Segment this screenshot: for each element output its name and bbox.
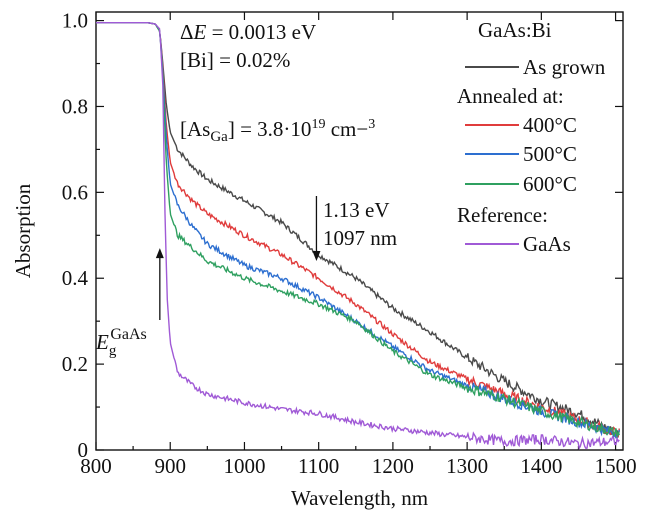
legend-label-3: 500°C <box>523 142 577 166</box>
energy-arrow-head <box>312 251 321 262</box>
legend-label-5: GaAs <box>523 232 571 256</box>
x-tick-label: 1500 <box>595 454 637 478</box>
energy-label: 1.13 eV <box>323 198 390 222</box>
series-line-5 <box>96 22 620 451</box>
legend: GaAs:Bi As grown Annealed at: 400°C 500°C 600… <box>457 18 606 256</box>
x-tick-label: 1400 <box>520 454 562 478</box>
axis-ticks: 800 900 1000 1100 1200 1300 1400 1500 0 0.2 0.4 0.6… <box>62 9 637 478</box>
y-tick-label: 0.8 <box>62 94 88 118</box>
legend-label-1: As grown <box>523 55 606 79</box>
legend-label-4: 600°C <box>523 172 577 196</box>
series-line-1 <box>96 22 620 438</box>
wavelength-label: 1097 nm <box>323 226 397 250</box>
legend-group-reference: Reference: <box>457 203 548 227</box>
gap-arrow-head <box>155 248 164 259</box>
x-tick-label: 900 <box>154 454 186 478</box>
legend-group-annealed: Annealed at: <box>457 84 564 108</box>
delta-e-label: ΔE = 0.0013 eV <box>180 20 316 44</box>
x-tick-label: 1000 <box>223 454 265 478</box>
series-line-2 <box>96 22 620 439</box>
annotation-layer: ΔE = 0.0013 eV [Bi] = 0.02% [AsGa] = 3.8·1… <box>95 20 397 359</box>
x-axis-title: Wavelength, nm <box>291 486 428 510</box>
legend-label-2: 400°C <box>523 113 577 137</box>
series-layer <box>96 22 620 451</box>
x-tick-label: 800 <box>80 454 112 478</box>
y-tick-label: 0.6 <box>62 180 88 204</box>
legend-title: GaAs:Bi <box>478 18 552 42</box>
y-tick-label: 1.0 <box>62 9 88 33</box>
y-tick-label: 0.4 <box>62 266 89 290</box>
x-tick-label: 1200 <box>372 454 414 478</box>
plot-frame <box>95 11 624 451</box>
y-axis-title: Absorption <box>11 183 35 278</box>
x-tick-label: 1100 <box>298 454 339 478</box>
y-tick-label: 0 <box>78 438 89 462</box>
y-tick-label: 0.2 <box>62 352 88 376</box>
bi-concentration-label: [Bi] = 0.02% <box>180 48 290 72</box>
band-gap-label: EgGaAs <box>95 326 147 359</box>
series-line-4 <box>96 22 620 438</box>
x-tick-label: 1300 <box>446 454 488 478</box>
as-ga-concentration-label: [AsGa] = 3.8·1019 cm−3 <box>180 117 375 145</box>
